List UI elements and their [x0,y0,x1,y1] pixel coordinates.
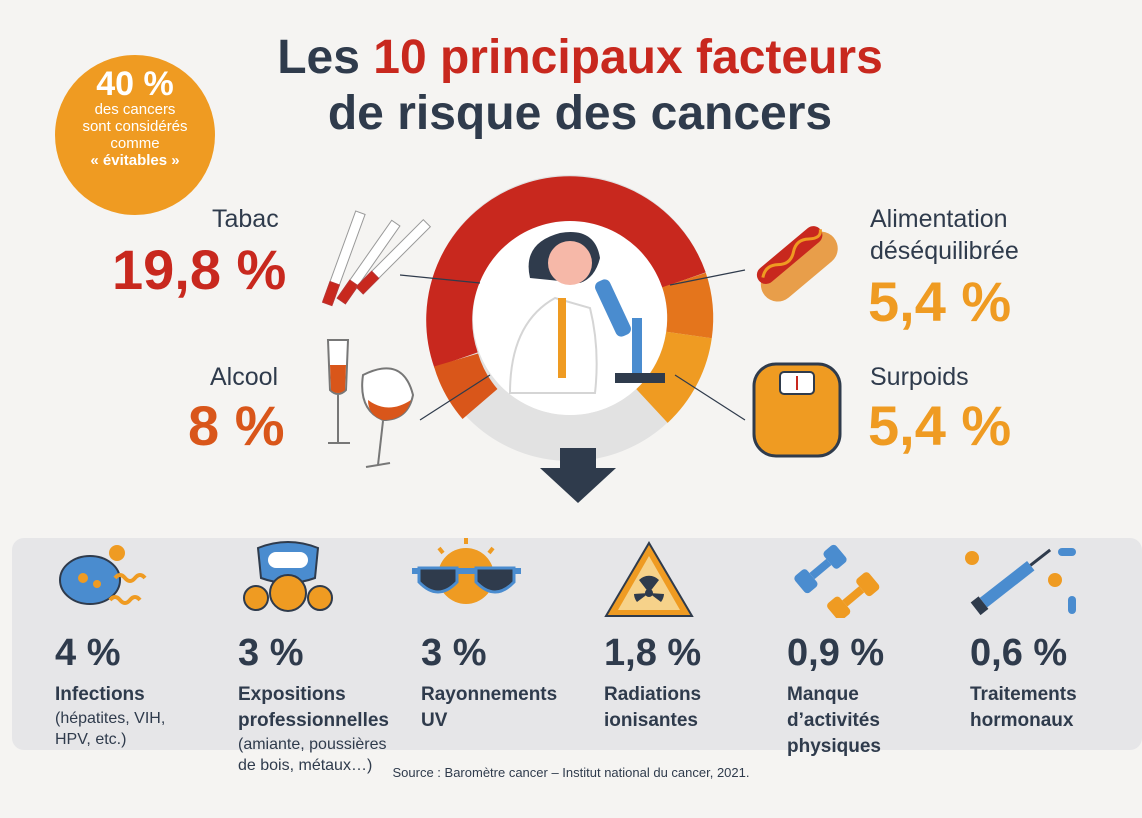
other-factors-panel [12,538,1142,750]
source-note: Source : Baromètre cancer – Institut nat… [392,765,750,780]
item-name: Radiations ionisantes [604,684,702,731]
hotdog-icon [756,226,838,302]
item-name: Rayonnements UV [421,684,558,731]
scale-icon [752,362,842,458]
alcool-label: Alcool [210,363,279,391]
badge-line3: comme [110,135,160,152]
alimentation-value: 5,4 % [868,270,1012,333]
title-part1: Les [277,31,374,84]
arrow-down-icon [540,448,616,503]
item-name: Manque d’activités physiques [787,684,881,757]
item-name-text: Infections [55,684,145,705]
bacteria-icon [59,545,147,605]
scientist-microscope-icon [508,232,665,394]
page-title: Les 10 principaux facteurs de risque des… [240,30,920,142]
cigarettes-icon [321,210,432,307]
tabac-label: Tabac [212,205,279,233]
surpoids-value: 5,4 % [868,394,1012,457]
wine-glasses-icon [326,339,415,468]
item-value: 4 % [55,632,121,674]
item-value: 0,9 % [787,632,885,674]
item-detail: (amiante, poussières de bois, métaux…) [238,736,387,774]
badge-line4: « évitables » [90,152,180,169]
badge-line2: sont considérés [82,118,188,135]
title-accent: 10 principaux facteurs [373,31,883,84]
avoidable-badge: 40 % des cancers sont considérés comme «… [55,55,215,215]
surpoids-label: Surpoids [870,363,969,391]
dumbbells-icon [794,544,880,618]
alcool-value: 8 % [188,394,285,457]
item-name: Traitements hormonaux [970,684,1077,731]
title-line2: de risque des cancers [327,87,833,140]
item-name: Expositions professionnelles (amiante, po… [238,682,389,776]
item-value: 1,8 % [604,632,702,674]
donut-segment-tabac [426,176,706,368]
item-value: 0,6 % [970,632,1068,674]
sun-sunglasses-icon [412,538,521,604]
donut-segment-alcool [433,352,498,419]
radiation-icon [604,541,694,617]
tabac-value: 19,8 % [112,238,287,301]
item-value: 3 % [238,632,304,674]
item-detail: (hépatites, VIH, HPV, etc.) [55,710,166,748]
gas-mask-icon [243,541,333,612]
connector-lines [400,269,746,421]
risk-donut [426,175,714,461]
item-name: Infections (hépatites, VIH, HPV, etc.) [55,682,165,750]
badge-line1: des cancers [94,101,176,118]
badge-percent: 40 % [96,65,174,103]
item-name-text: Expositions professionnelles [238,684,389,731]
donut-segment-alimentation [661,272,714,339]
donut-segment-surpoids [635,330,712,423]
item-value: 3 % [421,632,487,674]
syringe-pills-icon [965,548,1076,616]
alimentation-label-2: déséquilibrée [870,237,1019,265]
alimentation-label-1: Alimentation [870,205,1008,233]
